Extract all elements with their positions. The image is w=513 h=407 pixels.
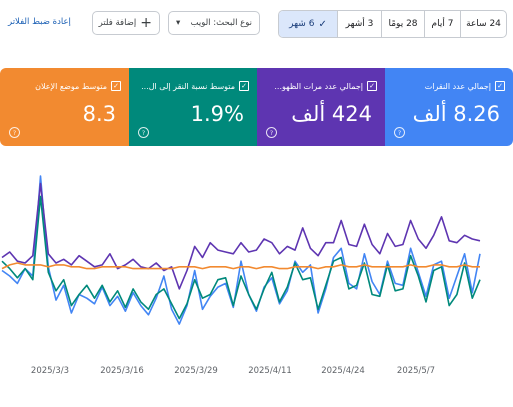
series-line-2: [1, 182, 481, 290]
help-icon[interactable]: ?: [138, 127, 149, 138]
add-filter-button[interactable]: + إضافة فلتر: [92, 11, 160, 35]
plus-icon: +: [140, 15, 152, 31]
toolbar: 24 ساعة 7 أيام 28 يومًا 3 أشهر ✓ 6 شهر نوع ال…: [0, 10, 513, 38]
range-option-3[interactable]: 28 يومًا: [381, 11, 424, 37]
metric-card-4[interactable]: ✓ متوسط موضع الإعلان 8.3?: [0, 68, 129, 146]
series-line-4: [1, 262, 480, 270]
search-type-dropdown[interactable]: نوع البحث: الويب ▾: [168, 11, 260, 35]
metric-card-label: ✓ إجمالي عدد مرات الظهو...: [274, 81, 377, 91]
x-tick-label: 2025/4/11: [248, 366, 292, 376]
metric-card-1[interactable]: ✓ إجمالي عدد النقرات 8.26 ألف?: [385, 68, 513, 146]
x-tick-label: 2025/3/16: [100, 366, 144, 376]
chevron-down-icon: ▾: [176, 18, 181, 28]
help-icon[interactable]: ?: [394, 127, 405, 138]
checkbox-icon[interactable]: ✓: [495, 81, 505, 91]
x-tick-label: 2025/4/24: [321, 366, 365, 376]
x-tick-label: 2025/3/29: [174, 366, 218, 376]
search-type-label: نوع البحث: الويب: [190, 18, 252, 28]
metric-card-2[interactable]: ✓ إجمالي عدد مرات الظهو... 424 ألف?: [257, 68, 385, 146]
help-icon[interactable]: ?: [9, 127, 20, 138]
metric-label-text: متوسط موضع الإعلان: [35, 81, 107, 91]
add-filter-label: إضافة فلتر: [98, 18, 137, 28]
checkbox-icon[interactable]: ✓: [239, 81, 249, 91]
metric-label-text: متوسط نسبة النقر إلى ال...: [141, 81, 235, 91]
x-tick-label: 2025/5/7: [397, 366, 435, 376]
range-option-label: 3 أشهر: [345, 19, 374, 29]
range-option-label: 6 شهر: [289, 19, 315, 29]
range-option-1[interactable]: 24 ساعة: [460, 11, 506, 37]
help-icon[interactable]: ?: [266, 127, 277, 138]
metric-label-text: إجمالي عدد مرات الظهو...: [274, 81, 363, 91]
series-line-3: [1, 195, 481, 320]
metric-label-text: إجمالي عدد النقرات: [424, 81, 491, 91]
metric-cards: ✓ إجمالي عدد النقرات 8.26 ألف? ✓ إجمالي عدد …: [0, 68, 513, 146]
performance-chart: 2025/3/3 2025/3/16 2025/3/29 2025/4/11 2025/…: [1, 175, 481, 376]
metric-card-3[interactable]: ✓ متوسط نسبة النقر إلى ال... 1.9%?: [129, 68, 257, 146]
range-option-2[interactable]: 7 أيام: [424, 11, 460, 37]
range-option-5[interactable]: ✓ 6 شهر: [279, 11, 337, 37]
range-option-label: 28 يومًا: [388, 19, 418, 29]
range-option-label: 7 أيام: [431, 19, 454, 29]
check-icon: ✓: [318, 18, 327, 30]
series-line-1: [1, 175, 481, 325]
range-option-label: 24 ساعة: [466, 19, 501, 29]
checkbox-icon[interactable]: ✓: [111, 81, 121, 91]
metric-value: 8.26 ألف: [412, 102, 500, 126]
range-option-4[interactable]: 3 أشهر: [337, 11, 381, 37]
date-range-selector: 24 ساعة 7 أيام 28 يومًا 3 أشهر ✓ 6 شهر: [278, 10, 507, 38]
metric-card-label: ✓ متوسط موضع الإعلان: [35, 81, 121, 91]
metric-value: 424 ألف: [291, 102, 372, 126]
reset-filters-link[interactable]: إعادة ضبط الفلاتر: [8, 17, 71, 27]
metric-card-label: ✓ إجمالي عدد النقرات: [425, 81, 505, 91]
x-tick-label: 2025/3/3: [31, 366, 69, 376]
metric-value: 1.9%: [190, 102, 244, 126]
checkbox-icon[interactable]: ✓: [367, 81, 377, 91]
metric-value: 8.3: [82, 102, 116, 126]
metric-card-label: ✓ متوسط نسبة النقر إلى ال...: [141, 81, 249, 91]
